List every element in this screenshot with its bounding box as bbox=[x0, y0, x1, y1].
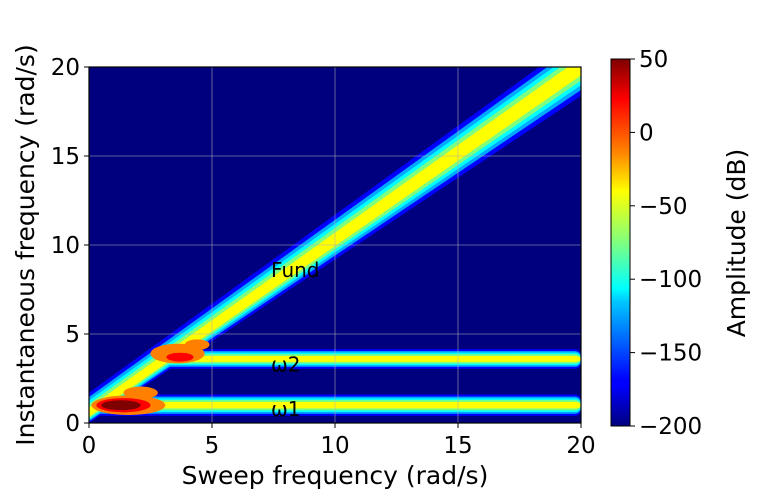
omega1-hotspot-darkred bbox=[101, 400, 141, 411]
x-tick-label: 15 bbox=[443, 433, 472, 459]
y-tick-label: 10 bbox=[51, 233, 80, 259]
colorbar-label: Amplitude (dB) bbox=[722, 149, 751, 338]
y-tick-label: 15 bbox=[51, 144, 80, 170]
annotation-omega1: ω1 bbox=[271, 397, 300, 421]
y-tick-label: 0 bbox=[65, 411, 80, 437]
fund-hotspot-orange-2 bbox=[184, 339, 210, 351]
annotation-omega2: ω2 bbox=[271, 352, 300, 376]
y-axis-label: Instantaneous frequency (rad/s) bbox=[11, 44, 40, 445]
colorbar-tick-label: −200 bbox=[639, 414, 702, 440]
x-tick-label: 5 bbox=[205, 433, 220, 459]
omega2-hotspot-red bbox=[166, 352, 194, 362]
omega1-band-layer bbox=[93, 401, 581, 409]
y-axis-ticks: 0 5 10 15 20 bbox=[51, 55, 89, 437]
y-tick-label: 5 bbox=[65, 322, 80, 348]
x-tick-label: 10 bbox=[320, 433, 349, 459]
y-tick-label: 20 bbox=[51, 55, 80, 81]
x-axis-ticks: 0 5 10 15 20 bbox=[82, 423, 596, 459]
grid-lines bbox=[89, 67, 581, 423]
colorbar-ticks: 50 0 −50 −100 −150 −200 bbox=[630, 47, 702, 440]
x-tick-label: 20 bbox=[566, 433, 595, 459]
colorbar bbox=[610, 58, 631, 427]
colorbar-tick-label: 50 bbox=[639, 47, 668, 73]
colorbar-tick-label: −150 bbox=[639, 341, 702, 367]
x-axis-label: Sweep frequency (rad/s) bbox=[182, 461, 489, 490]
colorbar-tick-label: 0 bbox=[639, 120, 654, 146]
colorbar-tick-label: −50 bbox=[639, 194, 688, 220]
fund-hotspot-orange bbox=[123, 386, 158, 399]
omega2-band-layer bbox=[164, 355, 581, 362]
x-tick-label: 0 bbox=[82, 433, 97, 459]
annotation-fund: Fund bbox=[271, 258, 319, 282]
colorbar-tick-label: −100 bbox=[639, 267, 702, 293]
